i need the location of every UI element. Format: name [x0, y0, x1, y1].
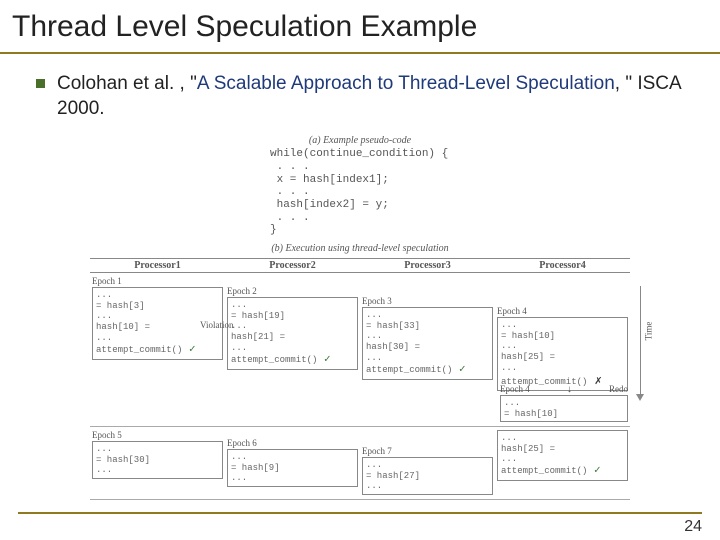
- row-divider: [90, 426, 630, 427]
- bottom-divider: [90, 499, 630, 500]
- epoch-label: Epoch 4: [497, 306, 628, 316]
- epochs-row-2: Epoch 5... = hash[30] ...Epoch 6... = ha…: [90, 430, 630, 495]
- time-axis-label: Time: [644, 322, 654, 341]
- redo-epoch: Epoch 4↓Redo... = hash[10]: [500, 384, 628, 423]
- processor-header-row: Processor1 Processor2 Processor3 Process…: [90, 258, 630, 273]
- epoch-box: ... = hash[19] ... hash[21] = ... attemp…: [227, 297, 358, 370]
- figure-area: (a) Example pseudo-code while(continue_c…: [90, 135, 630, 500]
- epoch-label: Epoch 1: [92, 276, 223, 286]
- processor-4-header: Processor4: [495, 259, 630, 272]
- epoch-column: Epoch 2... = hash[19] ... hash[21] = ...…: [225, 276, 360, 424]
- epoch-label: Epoch 7: [362, 446, 493, 456]
- checkmark-icon: ✓: [587, 465, 600, 477]
- epoch-box: ... = hash[9] ...: [227, 449, 358, 487]
- epoch-column: Epoch 1... = hash[3] ... hash[10] = ... …: [90, 276, 225, 424]
- figure-b-caption: (b) Execution using thread-level specula…: [90, 243, 630, 254]
- footer-rule: [18, 512, 702, 514]
- citation-prefix: Colohan et al. , ": [57, 73, 197, 94]
- redo-label: Redo: [609, 384, 628, 395]
- redo-epoch-box: ... = hash[10]: [500, 395, 628, 423]
- citation-text: Colohan et al. , "A Scalable Approach to…: [57, 72, 684, 121]
- checkmark-icon: ✓: [317, 354, 330, 366]
- processor-3-header: Processor3: [360, 259, 495, 272]
- checkmark-icon: ✓: [452, 364, 465, 376]
- epoch-label: Epoch 2: [227, 286, 358, 296]
- epoch-column: ... hash[25] = ... attempt_commit() ✓: [495, 430, 630, 495]
- checkmark-icon: ✓: [182, 344, 195, 356]
- redo-epoch-label: Epoch 4: [500, 384, 530, 394]
- bullet-item: Colohan et al. , "A Scalable Approach to…: [36, 72, 684, 121]
- page-number: 24: [684, 518, 702, 536]
- bullet-square-icon: [36, 79, 45, 88]
- processor-2-header: Processor2: [225, 259, 360, 272]
- epoch-column: Epoch 7... = hash[27] ...: [360, 430, 495, 495]
- time-axis-icon: [634, 286, 648, 406]
- epoch-box: ... hash[25] = ... attempt_commit() ✓: [497, 430, 628, 482]
- epochs-row-1: Time Epoch 1... = hash[3] ... hash[10] =…: [90, 276, 630, 424]
- figure-a-caption: (a) Example pseudo-code: [90, 135, 630, 146]
- epoch-box: ... = hash[27] ...: [362, 457, 493, 495]
- epoch-box: ... = hash[30] ...: [92, 441, 223, 479]
- slide-title: Thread Level Speculation Example: [0, 0, 720, 54]
- processor-1-header: Processor1: [90, 259, 225, 272]
- epoch-column: Epoch 5... = hash[30] ...: [90, 430, 225, 495]
- epoch-box: ... = hash[33] ... hash[30] = ... attemp…: [362, 307, 493, 380]
- epoch-label: Epoch 3: [362, 296, 493, 306]
- pseudo-code-block: while(continue_condition) { . . . x = ha…: [270, 148, 630, 236]
- epoch-column: Epoch 3... = hash[33] ... hash[30] = ...…: [360, 276, 495, 424]
- paper-title-link: A Scalable Approach to Thread-Level Spec…: [197, 73, 615, 94]
- epoch-label: Epoch 5: [92, 430, 223, 440]
- epoch-column: Epoch 6... = hash[9] ...: [225, 430, 360, 495]
- epoch-box: ... = hash[10] ... hash[25] = ... attemp…: [497, 317, 628, 391]
- violation-label: Violation: [200, 320, 233, 330]
- epoch-label: Epoch 6: [227, 438, 358, 448]
- slide-body: Colohan et al. , "A Scalable Approach to…: [0, 54, 720, 500]
